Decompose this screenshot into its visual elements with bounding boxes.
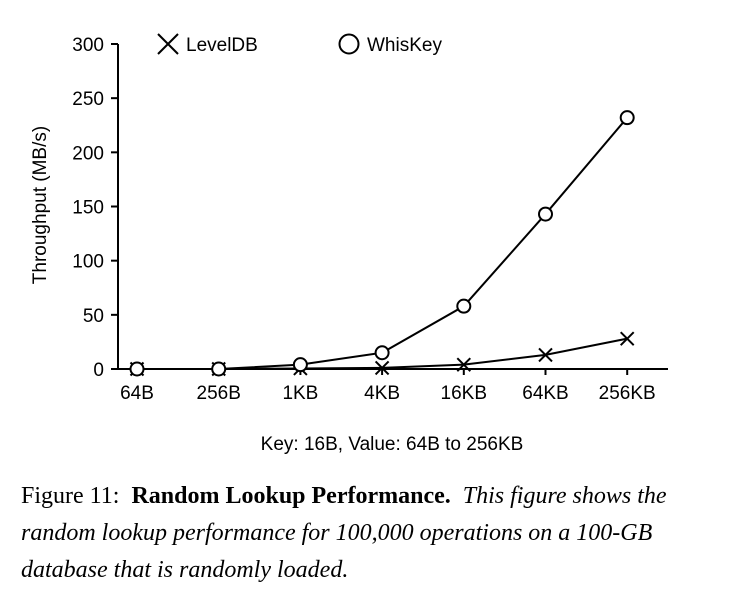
y-tick-label: 200 [72, 143, 104, 164]
data-point-leveldb [374, 360, 390, 376]
legend-item-whiskey: WhisKey [338, 33, 442, 56]
y-tick-label: 50 [83, 306, 104, 327]
data-point-leveldb [538, 347, 553, 363]
caption-title: Random Lookup Performance. [131, 483, 451, 509]
data-point-whiskey [374, 345, 390, 361]
data-point-whiskey [211, 361, 227, 377]
legend-label-whiskey: WhisKey [367, 35, 442, 56]
y-tick-label: 100 [72, 252, 104, 273]
series-whiskey [129, 110, 635, 377]
x-tick-label: 16KB [441, 383, 487, 404]
legend-marker-leveldb [157, 33, 179, 55]
data-point-whiskey [129, 361, 145, 377]
x-tick-label: 256B [197, 383, 241, 404]
legend: LevelDB WhisKey [157, 33, 442, 56]
data-point-whiskey [456, 298, 472, 314]
x-tick-label: 64KB [522, 383, 568, 404]
x-tick-label: 1KB [282, 383, 318, 404]
x-tick-label: 64B [120, 383, 154, 404]
data-point-whiskey [619, 110, 635, 126]
data-point-whiskey [538, 206, 553, 222]
y-tick-label: 300 [72, 35, 104, 56]
y-tick-label: 250 [72, 89, 104, 110]
legend-marker-whiskey [338, 33, 360, 55]
data-point-whiskey [292, 357, 308, 373]
x-tick-label: 256KB [599, 383, 656, 404]
x-axis-title: Key: 16B, Value: 64B to 256KB [261, 434, 524, 455]
y-axis-ticks: 0 50 100 150 200 250 300 [72, 35, 118, 381]
axes [117, 44, 668, 370]
y-tick-label: 150 [72, 198, 104, 219]
caption-figure-number: Figure 11: [21, 483, 120, 509]
series-group [129, 110, 635, 377]
y-tick-label: 0 [93, 360, 104, 381]
x-tick-label: 4KB [364, 383, 400, 404]
caption-text: This figure shows the random lookup perf… [21, 483, 667, 583]
data-point-leveldb-stroke [456, 357, 472, 372]
legend-item-leveldb: LevelDB [157, 33, 258, 56]
data-point-leveldb-stroke [538, 347, 553, 363]
data-point-leveldb [456, 357, 472, 372]
y-axis-title: Throughput (MB/s) [30, 126, 51, 284]
data-point-leveldb [619, 331, 635, 346]
data-point-leveldb-stroke [619, 331, 635, 346]
line-chart: 0 50 100 150 200 250 300 64B 256B 1KB 4KB 16KB 64KB… [30, 33, 668, 455]
figure-caption: Figure 11: Random Lookup Performance. Th… [21, 478, 711, 589]
series-line-whiskey [137, 117, 628, 370]
legend-label-leveldb: LevelDB [186, 35, 258, 56]
x-axis-ticks: 64B 256B 1KB 4KB 16KB 64KB 256KB [120, 369, 656, 404]
data-point-leveldb-stroke [374, 360, 390, 376]
